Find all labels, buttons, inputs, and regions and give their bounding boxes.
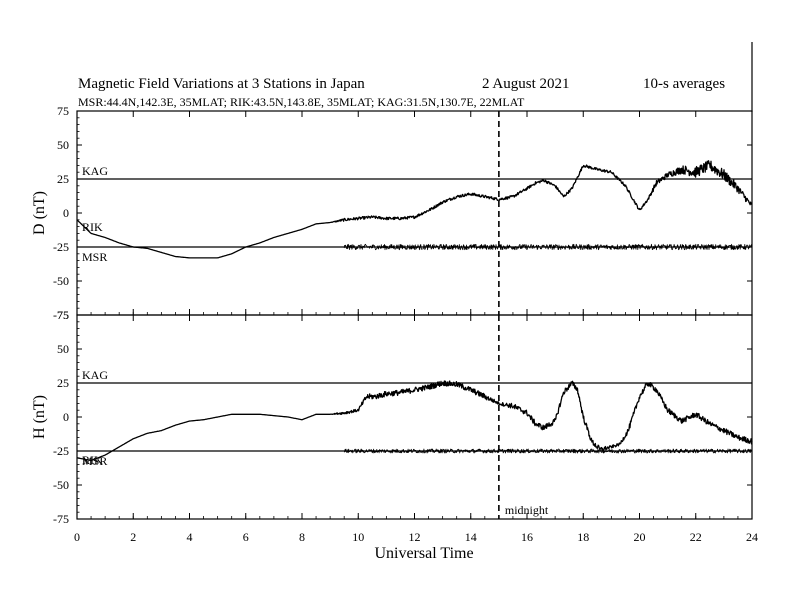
- x-tick-label: 10: [352, 530, 364, 544]
- x-tick-label: 16: [521, 530, 533, 544]
- x-tick-label: 4: [187, 530, 193, 544]
- midnight-annotation: midnight: [505, 503, 549, 517]
- station-label-msr: MSR: [82, 454, 107, 468]
- station-label-kag: KAG: [82, 368, 108, 382]
- y-tick-label: -75: [53, 308, 69, 322]
- series-msr-h: [343, 448, 753, 454]
- station-label-msr: MSR: [82, 250, 107, 264]
- y-tick-label: -25: [53, 444, 69, 458]
- chart-stations-line: MSR:44.4N,142.3E, 35MLAT; RIK:43.5N,143.…: [78, 95, 525, 109]
- chart-title: Magnetic Field Variations at 3 Stations …: [78, 76, 365, 92]
- x-tick-label: 24: [746, 530, 758, 544]
- y-tick-label: 25: [57, 172, 69, 186]
- y-axis-label-h: H (nT): [31, 395, 48, 439]
- y-tick-label: 75: [57, 308, 69, 322]
- x-tick-label: 12: [409, 530, 421, 544]
- x-axis-label: Universal Time: [374, 545, 473, 562]
- y-tick-label: -50: [53, 274, 69, 288]
- series-kag-h: [76, 380, 753, 462]
- x-tick-label: 20: [634, 530, 646, 544]
- chart-averaging: 10-s averages: [643, 76, 725, 92]
- y-tick-label: 25: [57, 376, 69, 390]
- x-tick-label: 6: [243, 530, 249, 544]
- y-tick-label: 75: [57, 104, 69, 118]
- chart-date: 2 August 2021: [482, 76, 570, 92]
- x-tick-label: 18: [577, 530, 589, 544]
- y-tick-label: 50: [57, 138, 69, 152]
- x-tick-label: 0: [74, 530, 80, 544]
- y-tick-label: -75: [53, 512, 69, 526]
- panel-frame: [76, 110, 753, 316]
- y-tick-label: 0: [63, 206, 69, 220]
- station-label-kag: KAG: [82, 164, 108, 178]
- x-tick-label: 22: [690, 530, 702, 544]
- series-kag-d: [76, 160, 753, 259]
- panel-frame: [76, 314, 753, 520]
- y-tick-label: -25: [53, 240, 69, 254]
- y-axis-label-d: D (nT): [31, 191, 48, 235]
- y-tick-label: 0: [63, 410, 69, 424]
- x-tick-label: 14: [465, 530, 477, 544]
- y-tick-label: -50: [53, 478, 69, 492]
- x-tick-label: 2: [130, 530, 136, 544]
- series-msr-d: [343, 243, 753, 251]
- y-tick-label: 50: [57, 342, 69, 356]
- x-tick-label: 8: [299, 530, 305, 544]
